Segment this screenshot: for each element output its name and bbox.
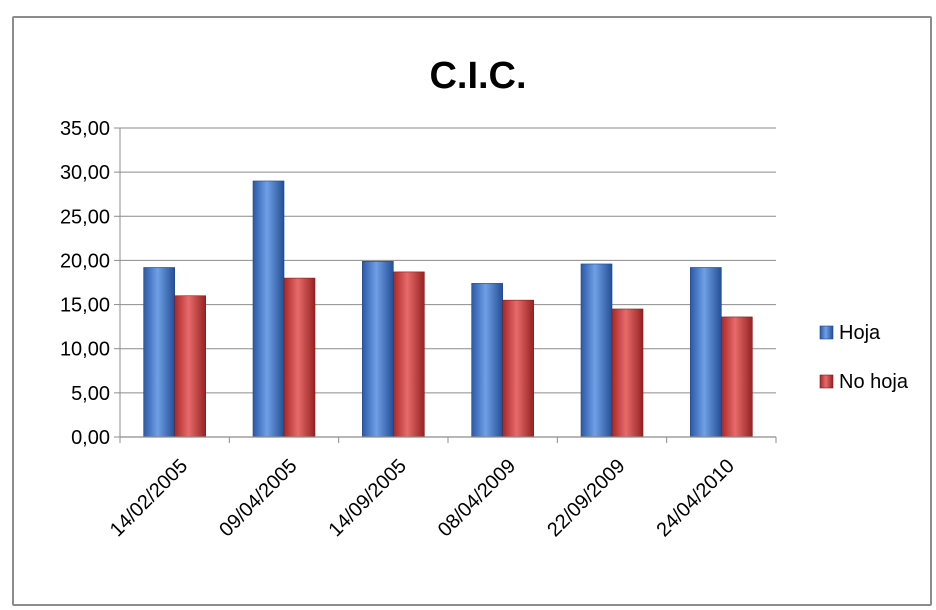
bar-no-hoja (721, 316, 753, 438)
bar-no-hoja (283, 277, 316, 438)
y-tick-label: 15,00 (60, 295, 110, 317)
y-tick-label: 25,00 (60, 206, 110, 228)
bar-hoja (471, 283, 503, 438)
bar-no-hoja (611, 308, 644, 438)
bar-no-hoja (174, 295, 206, 438)
bar-no-hoja (393, 271, 425, 438)
legend-label: Hoja (839, 322, 881, 344)
bar-hoja (690, 267, 722, 438)
x-tick-label: 08/04/2009 (434, 455, 520, 541)
bar-no-hoja (502, 299, 534, 438)
x-tick-label: 24/04/2010 (653, 455, 739, 541)
y-tick-label: 5,00 (71, 383, 110, 405)
legend: Hoja No hoja (819, 322, 909, 393)
x-axis: 14/02/2005 09/04/2005 14/09/2005 08/04/2009… (106, 436, 777, 541)
bar-hoja (580, 263, 613, 438)
bar-hoja (362, 261, 394, 438)
x-tick-label: 14/02/2005 (106, 455, 192, 541)
legend-swatch (819, 374, 834, 389)
x-tick-label: 14/09/2005 (325, 455, 411, 541)
bar-hoja (252, 180, 285, 438)
chart-title: C.I.C. (429, 55, 526, 97)
gridlines (120, 127, 776, 438)
y-tick-label: 35,00 (60, 118, 110, 140)
x-tick-label: 22/09/2009 (543, 455, 629, 541)
y-tick-label: 20,00 (60, 250, 110, 272)
y-axis: 0,00 5,00 10,00 15,00 20,00 25,00 30,00 35,00 (60, 118, 121, 449)
legend-label: No hoja (839, 371, 909, 393)
y-tick-label: 0,00 (71, 427, 110, 449)
y-tick-label: 10,00 (60, 339, 110, 361)
bar-hoja (143, 267, 175, 438)
legend-swatch (819, 325, 834, 340)
bars (143, 180, 753, 438)
y-tick-label: 30,00 (60, 162, 110, 184)
x-tick-label: 09/04/2005 (215, 455, 301, 541)
